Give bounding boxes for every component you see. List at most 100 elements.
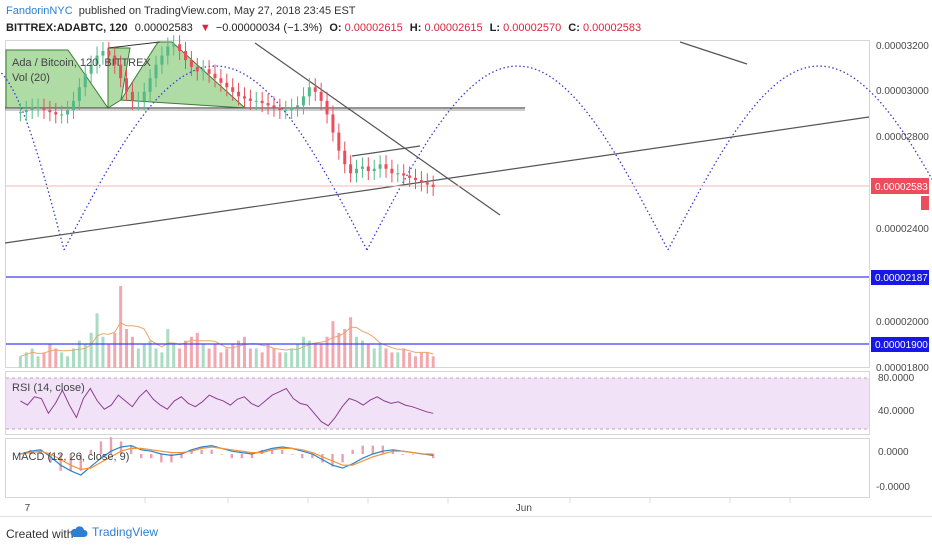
macd-hist-bar-6 (79, 454, 82, 471)
level-2-badge (871, 337, 929, 352)
macd-hist-bar-31 (331, 454, 334, 467)
volume-bar-60 (372, 348, 376, 368)
candle-body-50 (313, 87, 317, 92)
volume-bar-1 (24, 352, 28, 368)
candle-body-54 (337, 132, 341, 151)
macd-hist-bar-21 (230, 454, 234, 459)
volume-bar-51 (319, 344, 323, 368)
candle-body-43 (272, 105, 276, 108)
macd-hist-bar-22 (240, 454, 244, 459)
macd-hist-bar-30 (321, 454, 324, 463)
candle-body-38 (242, 96, 246, 99)
candle-body-47 (296, 105, 300, 108)
macd-hist-bar-33 (351, 449, 354, 454)
rsi-legend[interactable]: RSI (14, close) (12, 382, 85, 394)
candle-body-21 (142, 91, 146, 101)
volume-bar-52 (325, 336, 329, 368)
volume-bar-13 (95, 313, 99, 368)
macd-hist-bar-38 (401, 454, 405, 455)
candle-body-12 (89, 64, 93, 74)
support-trendline[interactable] (4, 116, 870, 244)
candle-body-68 (419, 180, 423, 183)
macd-hist-bar-15 (170, 454, 173, 463)
candle-body-42 (266, 103, 270, 106)
pattern-fills[interactable] (5, 41, 247, 109)
macd-hist-bar-13 (150, 454, 153, 459)
volume-bar-20 (136, 348, 140, 368)
publish-line: FandorinNYC published on TradingView.com… (6, 5, 356, 17)
close-label: C: (568, 22, 580, 34)
footer: Created with TradingView (0, 516, 932, 551)
candle-body-19 (130, 91, 134, 101)
candle-body-31 (201, 69, 205, 72)
series-legend[interactable]: Ada / Bitcoin, 120, BITTREX (12, 57, 151, 69)
candle-body-44 (278, 107, 282, 110)
trend-lines[interactable] (4, 41, 870, 244)
candle-body-67 (413, 177, 417, 181)
macd-legend[interactable]: MACD (12, 26, close, 9) (12, 451, 129, 463)
published-text: published on TradingView.com, May 27, 20… (79, 5, 356, 17)
candle-body-65 (402, 173, 406, 176)
volume-bar-9 (71, 348, 75, 368)
volume-bar-12 (89, 332, 93, 368)
price-axis[interactable]: 0.00003200 0.00003000 0.00002800 0.00002… (871, 41, 929, 374)
candle-body-27 (178, 44, 182, 52)
volume-bar-63 (390, 352, 394, 368)
candle-body-49 (307, 87, 311, 97)
cycle-arcs[interactable] (0, 65, 932, 251)
high-label: H: (410, 22, 422, 34)
price-tick-1: 0.00003200 (876, 41, 929, 52)
candle-body-18 (125, 78, 129, 92)
upper-trendline[interactable] (679, 41, 748, 65)
flag-upper-line[interactable] (351, 145, 421, 157)
low-label: L: (490, 22, 500, 34)
volume-bar-30 (195, 332, 199, 368)
time-tick-7: 7 (25, 503, 31, 514)
candle-body-24 (160, 55, 164, 65)
candle-body-61 (378, 164, 382, 169)
volume-bar-15 (107, 344, 111, 368)
chart-svg[interactable]: FandorinNYC published on TradingView.com… (0, 0, 932, 516)
candle-body-2 (30, 107, 34, 110)
volume-bar-70 (431, 356, 435, 368)
volume-bar-59 (366, 344, 370, 368)
macd-axis[interactable]: 0.0000 -0.0000 (876, 447, 910, 493)
candle-body-46 (290, 107, 294, 110)
macd-hist-bar-29 (311, 454, 314, 459)
candle-body-66 (408, 175, 412, 178)
candle-body-4 (42, 107, 46, 110)
macd-hist-bar-26 (280, 449, 284, 454)
time-axis[interactable]: 7 Jun (5, 497, 870, 515)
volume-bar-27 (178, 348, 182, 368)
volume-bar-40 (254, 348, 258, 368)
volume-bar-69 (425, 352, 429, 368)
rsi-axis[interactable]: 80.0000 40.0000 (878, 373, 915, 417)
macd-hist-bar-24 (260, 449, 264, 454)
volume-bar-17 (119, 286, 123, 368)
volume-bar-68 (419, 352, 423, 368)
volume-bar-55 (343, 328, 347, 368)
last-price-label: 0.00002583 (875, 182, 928, 193)
volume-bar-26 (172, 344, 176, 368)
candle-body-63 (390, 168, 394, 174)
candle-body-55 (343, 150, 347, 165)
last-price-marker (921, 196, 929, 210)
volume-bar-66 (408, 352, 412, 368)
candle-body-17 (119, 64, 123, 79)
tradingview-brand[interactable]: TradingView (70, 525, 158, 539)
macd-hist-bar-14 (160, 454, 163, 463)
macd-hist-bar-2 (39, 449, 42, 454)
volume-bar-46 (290, 348, 294, 368)
author-name[interactable]: FandorinNYC (6, 5, 73, 17)
volume-bar-36 (231, 344, 235, 368)
candles[interactable] (18, 35, 435, 196)
price-tick-4: 0.00002400 (876, 224, 929, 235)
volume-bar-28 (184, 340, 188, 368)
rsi-band (6, 378, 869, 429)
candle-body-3 (36, 107, 40, 109)
volume-bar-67 (413, 356, 417, 368)
volume-legend[interactable]: Vol (20) (12, 72, 50, 84)
cycle-arc-1 (0, 70, 65, 251)
macd-hist-bar-4 (59, 454, 62, 471)
